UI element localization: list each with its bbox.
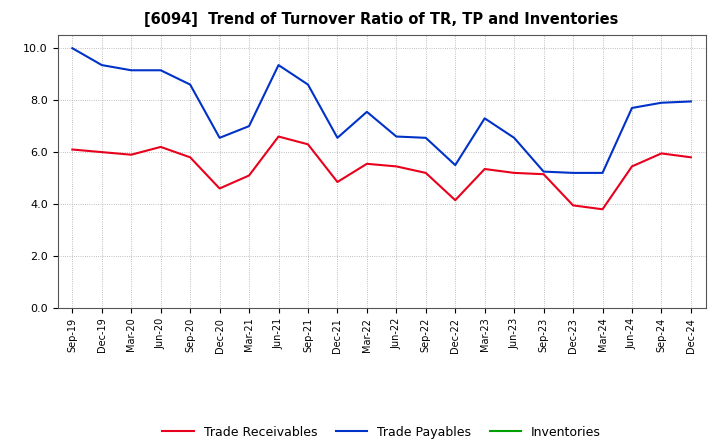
- Trade Payables: [421, 135, 430, 140]
- Trade Payables: [657, 100, 666, 106]
- Trade Payables: [687, 99, 696, 104]
- Trade Receivables: [451, 198, 459, 203]
- Trade Receivables: [333, 180, 342, 185]
- Trade Receivables: [215, 186, 224, 191]
- Trade Receivables: [598, 207, 607, 212]
- Trade Receivables: [245, 173, 253, 178]
- Trade Payables: [245, 124, 253, 129]
- Trade Payables: [215, 135, 224, 140]
- Trade Receivables: [97, 150, 106, 155]
- Trade Payables: [510, 135, 518, 140]
- Trade Payables: [363, 109, 372, 114]
- Trade Receivables: [628, 164, 636, 169]
- Trade Payables: [304, 82, 312, 87]
- Trade Payables: [186, 82, 194, 87]
- Trade Receivables: [186, 155, 194, 160]
- Trade Payables: [569, 170, 577, 176]
- Trade Receivables: [127, 152, 135, 158]
- Trade Payables: [480, 116, 489, 121]
- Trade Payables: [451, 162, 459, 168]
- Trade Receivables: [539, 172, 548, 177]
- Trade Receivables: [569, 203, 577, 208]
- Trade Receivables: [156, 144, 165, 150]
- Trade Receivables: [687, 155, 696, 160]
- Line: Trade Receivables: Trade Receivables: [72, 136, 691, 209]
- Trade Payables: [156, 68, 165, 73]
- Trade Payables: [97, 62, 106, 68]
- Trade Receivables: [68, 147, 76, 152]
- Trade Receivables: [392, 164, 400, 169]
- Trade Payables: [127, 68, 135, 73]
- Trade Receivables: [421, 170, 430, 176]
- Trade Payables: [68, 46, 76, 51]
- Trade Receivables: [274, 134, 283, 139]
- Trade Receivables: [363, 161, 372, 166]
- Legend: Trade Receivables, Trade Payables, Inventories: Trade Receivables, Trade Payables, Inven…: [157, 421, 606, 440]
- Trade Payables: [539, 169, 548, 174]
- Trade Payables: [274, 62, 283, 68]
- Trade Payables: [598, 170, 607, 176]
- Trade Payables: [628, 105, 636, 110]
- Trade Receivables: [510, 170, 518, 176]
- Trade Payables: [392, 134, 400, 139]
- Title: [6094]  Trend of Turnover Ratio of TR, TP and Inventories: [6094] Trend of Turnover Ratio of TR, TP…: [145, 12, 618, 27]
- Line: Trade Payables: Trade Payables: [72, 48, 691, 173]
- Trade Receivables: [657, 151, 666, 156]
- Trade Receivables: [304, 142, 312, 147]
- Trade Payables: [333, 135, 342, 140]
- Trade Receivables: [480, 166, 489, 172]
